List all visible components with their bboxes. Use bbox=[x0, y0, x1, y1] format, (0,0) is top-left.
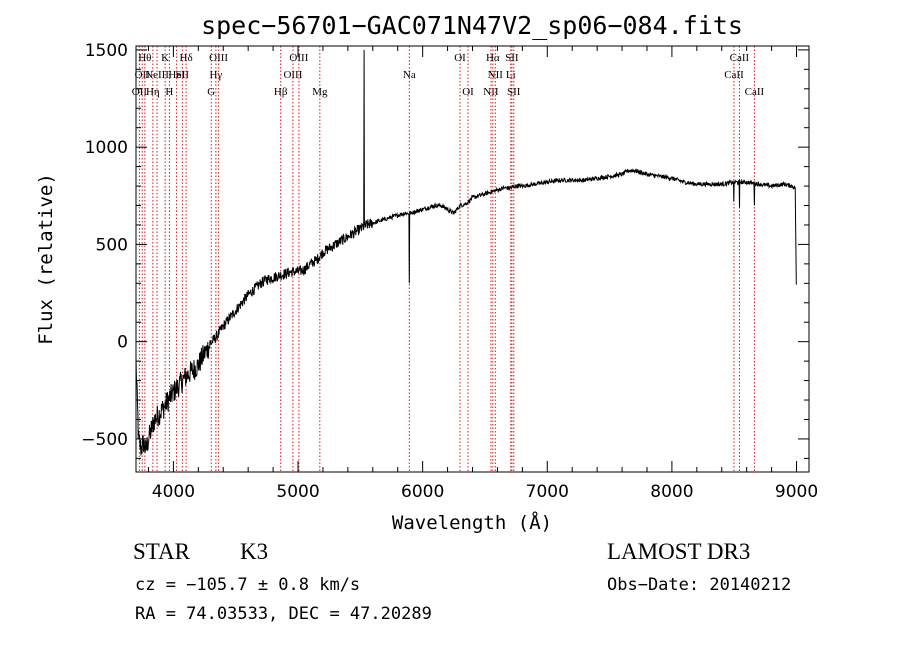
line-marker-label: Hθ bbox=[138, 52, 151, 64]
line-marker-label: Hη bbox=[146, 86, 160, 98]
x-axis-label: Wavelength (Å) bbox=[392, 511, 552, 534]
y-tick-label: 500 bbox=[96, 235, 128, 255]
line-marker-label: Mg bbox=[312, 86, 328, 98]
line-marker-label: NII bbox=[488, 69, 504, 81]
line-marker-label: SII bbox=[176, 69, 190, 81]
line-marker-label: Hβ bbox=[274, 86, 288, 98]
subclass: K3 bbox=[240, 539, 269, 564]
line-marker-label: G bbox=[207, 86, 215, 98]
line-marker-label: K bbox=[161, 52, 169, 64]
line-marker-label: CaII bbox=[730, 52, 750, 64]
line-marker-label: NII bbox=[483, 86, 499, 98]
line-marker-label: H bbox=[165, 86, 173, 98]
line-marker-label: SII bbox=[505, 52, 519, 64]
y-axis-label: Flux (relative) bbox=[35, 173, 57, 345]
object-class: STAR bbox=[133, 539, 190, 564]
line-marker-label: CaII bbox=[724, 69, 744, 81]
line-marker-label: Hδ bbox=[180, 52, 193, 64]
y-tick-label: 1000 bbox=[85, 138, 128, 158]
line-marker-label: Li bbox=[506, 69, 516, 81]
spectrum-line bbox=[135, 49, 797, 456]
y-tick-label: −500 bbox=[81, 430, 128, 450]
coordinates-label: RA = 74.03533, DEC = 47.20289 bbox=[135, 604, 432, 624]
line-marker-label: SII bbox=[507, 86, 521, 98]
redshift-label: cz = −105.7 ± 0.8 km/s bbox=[135, 575, 361, 595]
line-marker-label: CaII bbox=[745, 86, 765, 98]
line-marker-label: Hα bbox=[486, 52, 500, 64]
x-tick-label: 5000 bbox=[276, 482, 319, 502]
plot-frame bbox=[135, 45, 810, 473]
line-markers: OIIOIIHθHηNeIIIKHHeISIIHδGHγOIIIHβOIIIOI… bbox=[132, 46, 765, 472]
axes: 4000 5000 6000 7000 8000 9000 −500 0 500 1000 1500 bbox=[81, 41, 818, 502]
line-marker-label: HeI bbox=[168, 69, 185, 81]
line-marker-label: OIII bbox=[289, 52, 308, 64]
x-tick-label: 4000 bbox=[152, 482, 195, 502]
survey-name: LAMOST DR3 bbox=[607, 539, 751, 564]
x-tick-label: 7000 bbox=[526, 482, 569, 502]
x-tick-label: 6000 bbox=[401, 482, 444, 502]
x-tick-label: 8000 bbox=[650, 482, 693, 502]
line-marker-label: OII bbox=[135, 69, 151, 81]
chart-title: spec−56701−GAC071N47V2_sp06−084.fits bbox=[201, 11, 743, 40]
line-marker-label: OI bbox=[462, 86, 474, 98]
line-marker-label: Na bbox=[403, 69, 416, 81]
line-marker-label: OIII bbox=[209, 52, 228, 64]
y-tick-label: 1500 bbox=[85, 41, 128, 61]
line-marker-label: Hγ bbox=[209, 69, 222, 81]
line-marker-label: NeIII bbox=[145, 69, 169, 81]
x-tick-label: 9000 bbox=[775, 482, 818, 502]
line-marker-label: OIII bbox=[283, 69, 302, 81]
obs-date-label: Obs−Date: 20140212 bbox=[607, 575, 792, 595]
y-tick-label: 0 bbox=[117, 333, 128, 353]
line-marker-label: OI bbox=[454, 52, 466, 64]
